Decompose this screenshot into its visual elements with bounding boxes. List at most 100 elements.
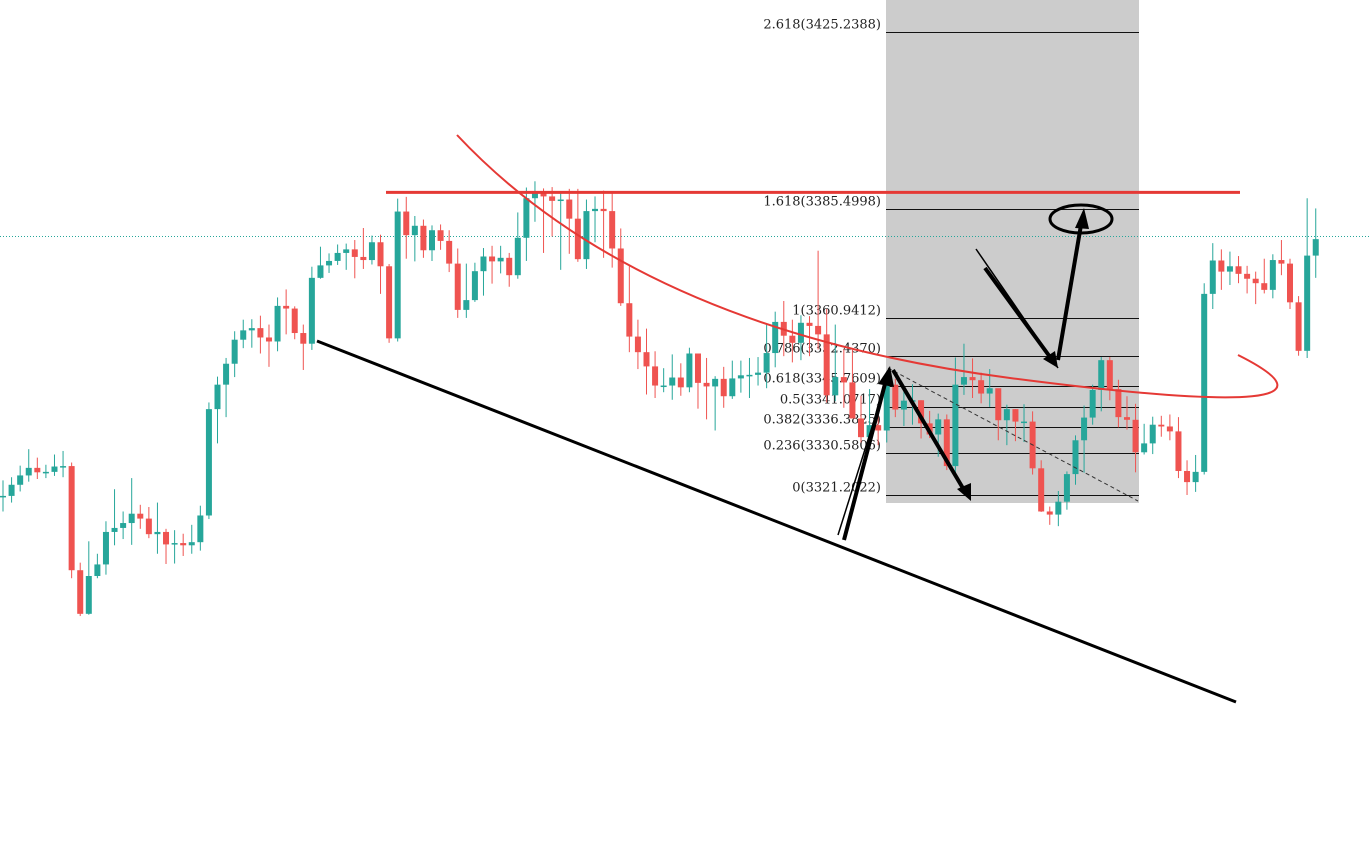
candle-body — [68, 466, 75, 571]
arrow-up-2 — [1056, 224, 1083, 361]
candle — [1278, 240, 1285, 276]
candle-body — [540, 192, 547, 197]
candle-body — [746, 374, 753, 377]
candle — [1046, 506, 1053, 525]
candle-body — [1046, 511, 1053, 515]
candle — [145, 507, 152, 539]
candle-body — [566, 199, 573, 219]
candle-body — [1012, 409, 1019, 422]
candle-body — [197, 515, 204, 543]
candle — [832, 324, 839, 402]
candle — [669, 354, 676, 400]
candle — [514, 212, 521, 279]
candle-body — [557, 199, 564, 202]
candle-body — [171, 543, 178, 545]
candle — [960, 343, 967, 395]
candle — [317, 246, 324, 279]
candle-body — [1072, 440, 1079, 475]
candle-body — [351, 249, 358, 257]
candle-body — [626, 303, 633, 337]
candle — [1261, 258, 1268, 294]
candle — [1295, 296, 1302, 356]
candle — [600, 190, 607, 258]
candle-body — [8, 484, 15, 496]
candle-body — [712, 378, 719, 387]
candle — [1287, 258, 1293, 309]
candle — [1235, 256, 1242, 284]
candle — [77, 562, 84, 617]
fib-level-label: 2.618(3425.2388) — [763, 18, 881, 33]
candle-body — [1089, 389, 1096, 418]
candle-body — [840, 377, 847, 383]
candle-body — [231, 339, 238, 364]
candle-body — [737, 375, 744, 379]
candle — [1269, 254, 1276, 299]
candle-body — [600, 208, 607, 212]
candle — [60, 450, 67, 478]
candle-body — [300, 333, 307, 344]
candle — [540, 188, 547, 253]
candle-body — [77, 570, 84, 614]
candle-body — [205, 409, 212, 516]
candle — [1115, 379, 1122, 428]
candle-body — [0, 495, 6, 498]
candle-body — [1063, 474, 1070, 502]
candle — [377, 234, 384, 294]
candle-body — [978, 380, 985, 394]
arrow-down-1-head — [957, 483, 971, 501]
candle-body — [1209, 260, 1216, 294]
candle-body — [1226, 266, 1233, 272]
candle — [411, 215, 418, 262]
candle — [1184, 460, 1191, 496]
fib-level-label: 1.618(3385.4998) — [763, 195, 881, 210]
candle-body — [137, 513, 144, 519]
support-trendline[interactable] — [316, 339, 1237, 704]
candle-body — [420, 225, 427, 251]
candle-body — [763, 353, 770, 373]
target-ellipse — [1048, 203, 1114, 235]
candle-body — [188, 542, 195, 546]
candle-body — [102, 531, 109, 565]
candle-body — [145, 518, 152, 535]
candle — [677, 363, 684, 396]
candle — [420, 219, 427, 258]
candle-body — [514, 237, 521, 276]
resistance-curve[interactable] — [456, 134, 1279, 399]
candle — [1175, 417, 1182, 479]
candle-body — [51, 466, 58, 472]
candle-body — [806, 322, 813, 326]
candle-body — [523, 198, 530, 238]
candle-body — [694, 353, 701, 383]
candle — [815, 250, 822, 350]
candle — [1098, 357, 1105, 412]
candlestick-series — [0, 181, 1319, 617]
candle — [755, 357, 762, 386]
candle — [789, 319, 796, 363]
candle-body — [643, 352, 650, 367]
candle — [1089, 384, 1096, 425]
candle — [737, 360, 744, 393]
candle-body — [549, 196, 556, 201]
candle — [283, 289, 290, 335]
candle-body — [368, 242, 375, 261]
candle — [849, 349, 856, 419]
candle — [1304, 198, 1311, 358]
candle — [1218, 249, 1225, 290]
candle — [326, 253, 333, 273]
candle-body — [669, 377, 676, 386]
candle — [351, 240, 358, 279]
candle — [334, 244, 341, 265]
candle-body — [25, 467, 32, 476]
candle-body — [720, 378, 727, 397]
candle — [205, 402, 212, 520]
candle-body — [283, 305, 290, 309]
candle — [694, 353, 701, 409]
fib-level-label: 1(3360.9412) — [792, 304, 881, 319]
candle-body — [866, 425, 873, 438]
candle-body — [1261, 283, 1268, 290]
candle — [171, 530, 178, 564]
candle — [257, 315, 264, 354]
candle — [111, 489, 118, 546]
candle-body — [1312, 239, 1319, 256]
